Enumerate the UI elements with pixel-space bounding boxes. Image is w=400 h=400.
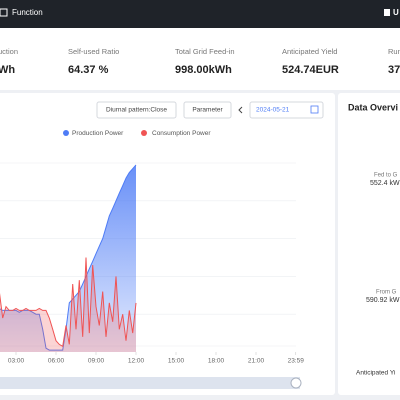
menu-title[interactable]: Function xyxy=(12,8,43,17)
from-label: From G xyxy=(376,290,397,296)
legend-label: Consumption Power xyxy=(152,130,211,137)
x-tick-label: 03:00 xyxy=(8,358,25,365)
side-panel xyxy=(338,93,400,395)
user-icon[interactable] xyxy=(384,9,390,16)
menu-icon[interactable] xyxy=(0,8,8,17)
from-value: 590.92 kW xyxy=(366,297,400,304)
x-tick-label: 23:59 xyxy=(288,358,305,365)
series-area xyxy=(0,257,136,352)
x-tick-label: 21:00 xyxy=(248,358,265,365)
x-tick-label: 15:00 xyxy=(168,358,185,365)
stat-value: 64.37 % xyxy=(68,64,109,76)
legend-marker xyxy=(63,130,69,136)
parameter-button[interactable] xyxy=(183,101,232,119)
x-tick-label: 09:00 xyxy=(88,358,105,365)
pattern-button[interactable] xyxy=(96,101,177,119)
fed-value: 552.4 kW xyxy=(370,180,400,187)
series-area xyxy=(0,164,136,352)
x-tick-label: 12:00 xyxy=(128,358,145,365)
zoom-slider[interactable] xyxy=(0,377,300,389)
side-panel-title: Data Overvi xyxy=(348,102,398,112)
stat-value: Wh xyxy=(0,64,15,76)
x-tick-label: 18:00 xyxy=(208,358,225,365)
pattern-button-label[interactable]: Diurnal pattern:Close xyxy=(106,107,167,114)
stat-value: 37 xyxy=(388,64,400,76)
stat-label: Run xyxy=(388,47,400,56)
legend-label: Production Power xyxy=(72,130,124,137)
date-input[interactable] xyxy=(249,101,324,119)
yield-label: Anticipated Yi xyxy=(356,370,395,377)
x-tick-label: 06:00 xyxy=(48,358,65,365)
stat-value: 524.74EUR xyxy=(282,64,339,76)
stats-bar xyxy=(0,28,400,90)
series-line xyxy=(0,164,137,351)
series-line xyxy=(0,257,137,348)
zoom-handle[interactable] xyxy=(290,377,302,389)
calendar-icon[interactable] xyxy=(310,105,319,114)
parameter-button-label[interactable]: Parameter xyxy=(192,107,223,114)
prev-day[interactable] xyxy=(238,106,243,114)
legend-marker xyxy=(141,130,147,136)
stat-label: uction xyxy=(0,47,18,56)
stat-value: 998.00kWh xyxy=(175,64,232,76)
plot xyxy=(0,164,137,352)
top-bar xyxy=(0,0,400,28)
date-value[interactable]: 2024-05-21 xyxy=(256,107,290,114)
user-name[interactable]: U xyxy=(393,8,399,17)
stat-label: Total Grid Feed-in xyxy=(175,47,235,56)
stat-label: Self-used Ratio xyxy=(68,47,119,56)
fed-label: Fed to G xyxy=(374,173,398,179)
stat-label: Anticipated Yield xyxy=(282,47,337,56)
